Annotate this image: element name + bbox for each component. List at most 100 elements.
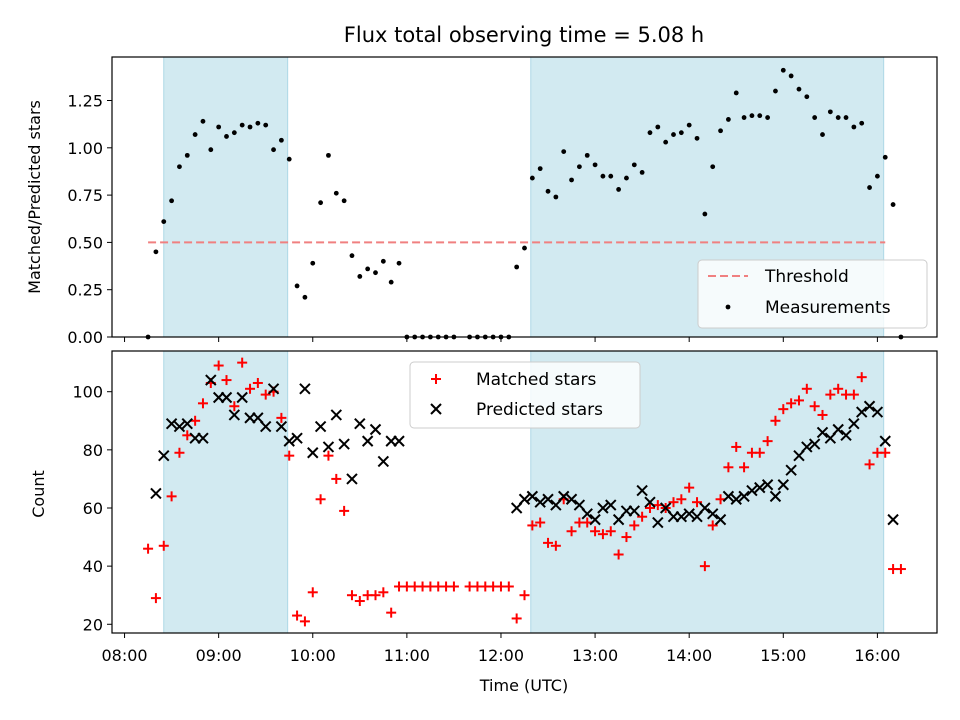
predicted-point-77	[863, 400, 876, 412]
predicted-point-61	[738, 490, 750, 503]
matched-point-55	[582, 517, 593, 528]
bottom-y-axis-label: Count	[29, 470, 48, 518]
predicted-point-b	[871, 406, 884, 418]
predicted-point-b	[840, 429, 852, 442]
matched-point-20	[299, 616, 310, 627]
predicted-point-b	[581, 508, 593, 520]
matched-point-91	[864, 459, 875, 470]
matched-point-95	[895, 564, 906, 575]
matched-point-7	[197, 398, 208, 409]
predicted-point-9	[220, 391, 233, 404]
predicted-point-22	[322, 441, 335, 453]
predicted-point-b	[573, 499, 586, 511]
matched-point-6	[190, 415, 201, 426]
measurement-point-24	[333, 190, 339, 196]
measurement-point-71	[710, 164, 716, 170]
xtick-label-5: 13:00	[572, 646, 618, 665]
legend-predicted-swatch	[430, 403, 442, 415]
matched-point-83	[801, 383, 812, 394]
predicted-point-69	[801, 441, 813, 453]
predicted-point-25	[346, 473, 358, 485]
predicted-point-42	[589, 513, 601, 526]
matched-point-2	[158, 540, 169, 551]
measurement-point-60	[624, 175, 629, 181]
top-axes-frame	[111, 56, 938, 338]
predicted-point-b	[699, 502, 711, 514]
measurement-point-1	[153, 249, 159, 255]
measurement-point-15	[263, 122, 269, 128]
matched-point-57	[597, 529, 608, 540]
predicted-point-58	[714, 513, 727, 526]
measurement-point-52	[561, 149, 567, 154]
measurement-point-55	[584, 152, 590, 158]
legend-matched-label: Matched stars	[476, 370, 596, 390]
predicted-point-10	[228, 409, 241, 421]
predicted-point-62	[746, 484, 758, 497]
predicted-point-67	[785, 464, 797, 476]
top-legend-box	[697, 259, 928, 329]
measurement-point-77	[757, 113, 763, 119]
measurement-point-57	[600, 173, 606, 179]
measurement-point-72	[718, 128, 723, 134]
predicted-point-b	[283, 435, 295, 447]
measurement-point-92	[874, 173, 880, 179]
predicted-point-b	[361, 435, 374, 447]
measurement-point-50	[545, 188, 551, 194]
measurement-point-80	[780, 67, 786, 73]
predicted-point-b	[314, 420, 327, 433]
matched-point-4	[174, 447, 185, 458]
predicted-point-29	[377, 455, 390, 468]
measurement-point-56	[592, 162, 598, 168]
measurement-point-16	[271, 147, 276, 153]
predicted-point-59	[722, 490, 735, 503]
predicted-point-b	[659, 502, 672, 514]
predicted-point-b	[165, 417, 178, 430]
measurement-point-7	[200, 118, 206, 124]
xtick-label-1: 09:00	[196, 646, 242, 665]
measurement-point-54	[576, 164, 582, 170]
matched-point-14	[252, 377, 263, 388]
predicted-point-33	[518, 493, 531, 505]
matched-point-86	[825, 389, 836, 400]
measurement-point-46	[514, 264, 520, 270]
matched-point-58	[605, 526, 616, 537]
measurement-point-82	[796, 86, 802, 92]
predicted-point-20	[307, 447, 319, 459]
measurement-point-83	[804, 94, 810, 100]
predicted-point-b	[879, 435, 891, 447]
matched-point-15	[260, 389, 271, 400]
legend-matched-swatch	[431, 374, 441, 384]
bottom-ytick-label-2: 60	[83, 499, 103, 518]
predicted-point-b	[267, 383, 280, 395]
predicted-point-b	[707, 508, 719, 520]
predicted-point-41	[581, 508, 593, 520]
matched-point-79	[770, 415, 781, 426]
matched-point-47	[519, 590, 530, 601]
matched-point-81	[786, 398, 797, 409]
matched-point-12	[237, 357, 248, 368]
measurement-point-27	[357, 274, 363, 279]
matched-point-70	[699, 561, 710, 572]
measurement-point-21	[310, 260, 316, 266]
predicted-point-b	[150, 487, 162, 500]
measurement-point-49	[537, 166, 543, 172]
predicted-point-48	[636, 484, 648, 497]
predicted-point-b	[197, 432, 209, 444]
predicted-point-b	[816, 426, 829, 439]
predicted-point-b	[534, 496, 546, 508]
predicted-point-b	[848, 417, 860, 430]
measurement-point-30	[380, 258, 386, 264]
measurement-point-2	[161, 219, 167, 224]
predicted-point-b	[322, 441, 335, 453]
measurement-point-91	[867, 185, 872, 190]
predicted-point-b	[785, 464, 797, 476]
matched-point-0	[143, 543, 154, 554]
predicted-point-31	[393, 435, 405, 447]
predicted-point-60	[730, 493, 742, 505]
predicted-point-b	[158, 449, 170, 462]
matched-point-39	[448, 581, 459, 592]
predicted-point-57	[707, 508, 719, 520]
matched-point-1	[150, 593, 161, 604]
predicted-point-34	[526, 490, 539, 503]
